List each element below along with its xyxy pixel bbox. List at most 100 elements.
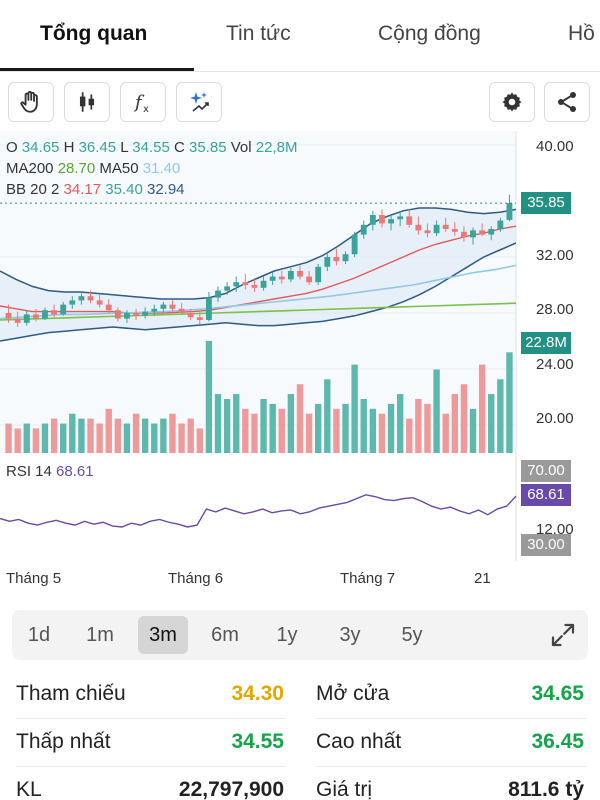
month-label: Tháng 5	[6, 570, 62, 587]
rsi-current-tag: 68.61	[521, 484, 571, 506]
volume-bar	[23, 423, 30, 453]
chart-type-button[interactable]	[64, 82, 110, 122]
value-stat-value: 811.6 tỷ	[508, 778, 584, 800]
range-3m[interactable]: 3m	[138, 616, 188, 654]
tab-overview[interactable]: Tổng quan	[40, 22, 148, 45]
rsi-label: RSI 14	[6, 463, 52, 480]
volume-bar	[396, 394, 404, 453]
share-icon	[558, 92, 576, 112]
tab-profile[interactable]: Hồ	[568, 22, 595, 45]
candle-body	[187, 313, 194, 318]
candle-body	[379, 215, 385, 224]
range-5y[interactable]: 5y	[401, 624, 423, 646]
rsi-lower-tag: 30.00	[521, 534, 571, 556]
expand-icon[interactable]	[548, 620, 578, 650]
volume-stat-value: 22,797,900	[178, 778, 284, 800]
last-volume-tag: 22.8M	[521, 332, 571, 354]
volume-bar	[305, 413, 313, 453]
indicators-button[interactable]: f x	[120, 82, 166, 122]
divider	[16, 766, 286, 767]
time-axis: Tháng 5 Tháng 6 Tháng 7 21	[0, 566, 600, 592]
candle-body	[251, 285, 258, 288]
range-3y[interactable]: 3y	[339, 624, 361, 646]
volume-bar	[387, 403, 395, 453]
candle-body	[124, 313, 130, 319]
volume-bar	[315, 403, 322, 453]
range-1d[interactable]: 1d	[27, 624, 51, 646]
volume-bar	[269, 403, 276, 453]
share-button[interactable]	[544, 82, 590, 122]
rsi-tick: 12.00	[536, 521, 574, 538]
open-price-label: Mở cửa	[316, 682, 390, 705]
volume-bar	[369, 408, 377, 453]
ma50-line	[0, 264, 517, 320]
svg-text:x: x	[143, 104, 149, 115]
candle-body	[424, 230, 431, 234]
volume-bar	[433, 369, 440, 453]
volume-bar	[196, 428, 203, 453]
volume-bar	[96, 423, 103, 453]
chart-canvas[interactable]	[0, 131, 600, 561]
value-stat-label: Giá trị	[316, 778, 373, 800]
candle-body	[433, 224, 440, 234]
candle-body	[470, 230, 476, 238]
volume-bar	[351, 364, 358, 453]
volume-bar	[14, 428, 21, 453]
candle-body	[333, 257, 340, 262]
volume-bar	[287, 394, 295, 453]
month-label: Tháng 7	[340, 570, 396, 587]
candle-body	[388, 219, 394, 224]
hand-tool-button[interactable]	[8, 82, 54, 122]
candle-body	[351, 234, 358, 255]
ohlc-legend: O 34.65 H 36.45 L 34.55 C 35.85 Vol 22,8…	[6, 139, 297, 156]
low-price-label: Thấp nhất	[16, 730, 111, 753]
candle-body	[32, 314, 39, 319]
active-tab-indicator	[0, 68, 194, 71]
ma200-value: 28.70	[57, 160, 96, 177]
volume-bar	[151, 423, 158, 453]
volume-bar	[205, 341, 213, 453]
bb-mid-value: 35.40	[105, 181, 143, 198]
price-chart[interactable]: O 34.65 H 36.45 L 34.55 C 35.85 Vol 22,8…	[0, 131, 600, 561]
candle-body	[369, 215, 376, 225]
settings-button[interactable]	[489, 82, 535, 122]
high-price-value: 36.45	[531, 730, 584, 753]
candle-body	[60, 304, 67, 315]
range-6m[interactable]: 6m	[211, 624, 239, 646]
volume-bar	[378, 413, 386, 453]
month-label: Tháng 6	[168, 570, 224, 587]
volume-bar	[360, 398, 367, 453]
candle-body	[215, 290, 221, 298]
range-1y[interactable]: 1y	[276, 624, 298, 646]
volume-bar	[342, 403, 349, 453]
volume-bar	[296, 384, 304, 453]
range-1m[interactable]: 1m	[86, 624, 114, 646]
ma50-label: MA50	[99, 160, 139, 177]
open-value: 34.65	[21, 139, 60, 156]
bb-upper-value: 34.17	[63, 181, 102, 198]
volume-bar	[178, 423, 185, 453]
open-price-value: 34.65	[531, 682, 584, 705]
reference-label: Tham chiếu	[16, 682, 126, 705]
price-tick: 24.00	[536, 356, 574, 373]
volume-bar	[87, 418, 94, 453]
volume-bar	[278, 408, 285, 453]
close-label: C	[173, 139, 185, 156]
ma200-label: MA200	[6, 160, 54, 177]
rsi-value: 68.61	[56, 463, 94, 480]
open-label: O	[6, 139, 18, 156]
ai-analysis-button[interactable]	[176, 82, 222, 122]
price-tick: 20.00	[536, 410, 574, 427]
volume-bar	[214, 394, 222, 453]
price-tick: 40.00	[536, 138, 574, 155]
volume-bar	[242, 408, 249, 453]
candle-body	[87, 296, 94, 301]
tab-community[interactable]: Cộng đồng	[378, 22, 481, 45]
bb-middle-line	[0, 225, 517, 314]
price-tick: 32.00	[536, 247, 574, 264]
volume-bar	[424, 403, 431, 453]
volume-bar	[41, 423, 49, 453]
candle-body	[205, 297, 212, 320]
tab-news[interactable]: Tin tức	[226, 22, 291, 45]
volume-bar	[187, 418, 194, 453]
